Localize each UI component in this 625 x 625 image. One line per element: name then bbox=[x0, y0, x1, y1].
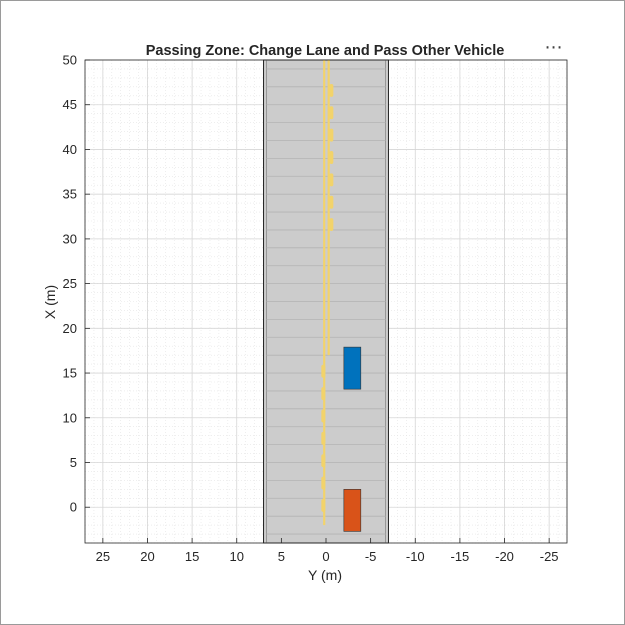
y-tick-label: 10 bbox=[63, 410, 77, 425]
x-tick-label: -15 bbox=[450, 549, 469, 564]
x-tick-label: 20 bbox=[140, 549, 154, 564]
y-tick-label: 50 bbox=[63, 53, 77, 68]
y-tick-label: 0 bbox=[70, 500, 77, 515]
y-tick-label: 30 bbox=[63, 231, 77, 246]
x-axis-label: Y (m) bbox=[308, 567, 342, 583]
y-tick-label: 20 bbox=[63, 321, 77, 336]
x-tick-label: 0 bbox=[322, 549, 329, 564]
more-options-button[interactable]: ⋯ bbox=[544, 37, 564, 58]
x-tick-label: 25 bbox=[96, 549, 110, 564]
x-tick-label: -5 bbox=[365, 549, 377, 564]
y-tick-label: 45 bbox=[63, 97, 77, 112]
y-tick-label: 35 bbox=[63, 187, 77, 202]
x-tick-label: 15 bbox=[185, 549, 199, 564]
road bbox=[263, 59, 389, 544]
y-tick-label: 40 bbox=[63, 142, 77, 157]
ego-vehicle bbox=[343, 346, 362, 390]
chart-title: Passing Zone: Change Lane and Pass Other… bbox=[146, 43, 505, 59]
x-tick-label: -10 bbox=[406, 549, 425, 564]
x-tick-label: 5 bbox=[278, 549, 285, 564]
y-tick-label: 15 bbox=[63, 366, 77, 381]
x-tick-label: 10 bbox=[230, 549, 244, 564]
y-ticks: 0 5 10 15 20 25 30 35 40 45 50 bbox=[63, 53, 90, 515]
y-tick-label: 25 bbox=[63, 276, 77, 291]
x-ticks: 25 20 15 10 5 0 -5 -10 -15 -20 -25 bbox=[96, 538, 559, 564]
y-tick-label: 5 bbox=[70, 455, 77, 470]
x-tick-label: -25 bbox=[540, 549, 559, 564]
lane-markings bbox=[321, 60, 334, 526]
vehicles bbox=[343, 346, 362, 532]
x-tick-label: -20 bbox=[495, 549, 514, 564]
target-vehicle bbox=[343, 489, 362, 532]
y-axis-label: X (m) bbox=[42, 285, 58, 319]
